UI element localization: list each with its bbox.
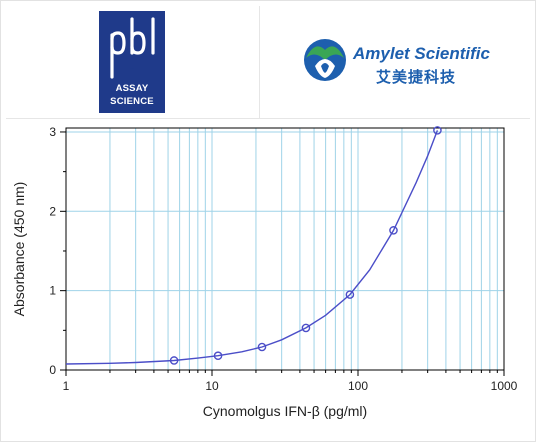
amylet-scientific-logo: Amylet Scientific 艾美捷科技 xyxy=(301,36,511,92)
pbl-letters-mark: pbl xyxy=(110,17,155,79)
amylet-name-cn: 艾美捷科技 xyxy=(376,69,457,86)
data-point xyxy=(257,342,267,352)
data-point xyxy=(213,351,223,361)
grid-layer xyxy=(66,128,505,370)
data-point xyxy=(433,126,442,135)
y-tick-label: 3 xyxy=(49,125,56,139)
logo-row: pbl ASSAY SCIENCE Amylet Scientific 艾美捷科… xyxy=(6,6,530,119)
data-point xyxy=(345,290,355,299)
data-point xyxy=(169,356,179,365)
x-tick-label: 1000 xyxy=(491,379,518,393)
y-tick-label: 2 xyxy=(49,204,56,218)
x-axis-label: Cynomolgus IFN-β (pg/ml) xyxy=(203,403,367,419)
fit-curve-line xyxy=(65,130,439,365)
pbl-line-science: SCIENCE xyxy=(110,96,154,107)
pbl-logo-cell: pbl ASSAY SCIENCE xyxy=(6,6,260,118)
curve-layer xyxy=(65,130,439,365)
amylet-emblem-icon xyxy=(304,39,346,81)
pbl-letters-text: pbl xyxy=(131,68,134,70)
amylet-name: Amylet Scientific xyxy=(353,44,490,63)
pbl-assay-science-logo: pbl ASSAY SCIENCE xyxy=(99,11,165,113)
x-tick-label: 10 xyxy=(205,379,219,393)
y-tick-label: 0 xyxy=(49,363,56,377)
x-tick-label: 100 xyxy=(348,379,368,393)
y-axis-label: Absorbance (450 nm) xyxy=(11,182,27,317)
data-point xyxy=(301,323,311,333)
x-tick-label: 1 xyxy=(63,379,70,393)
point-layer xyxy=(169,126,442,365)
chart-area: 1 10 100 1000 0 1 2 3 Cynomolgus IFN-β (pg/ml) … xyxy=(0,120,536,442)
plot-frame xyxy=(65,127,505,371)
pbl-line-assay: ASSAY xyxy=(115,83,149,94)
data-point xyxy=(389,226,398,235)
y-tick-label: 1 xyxy=(49,284,56,298)
